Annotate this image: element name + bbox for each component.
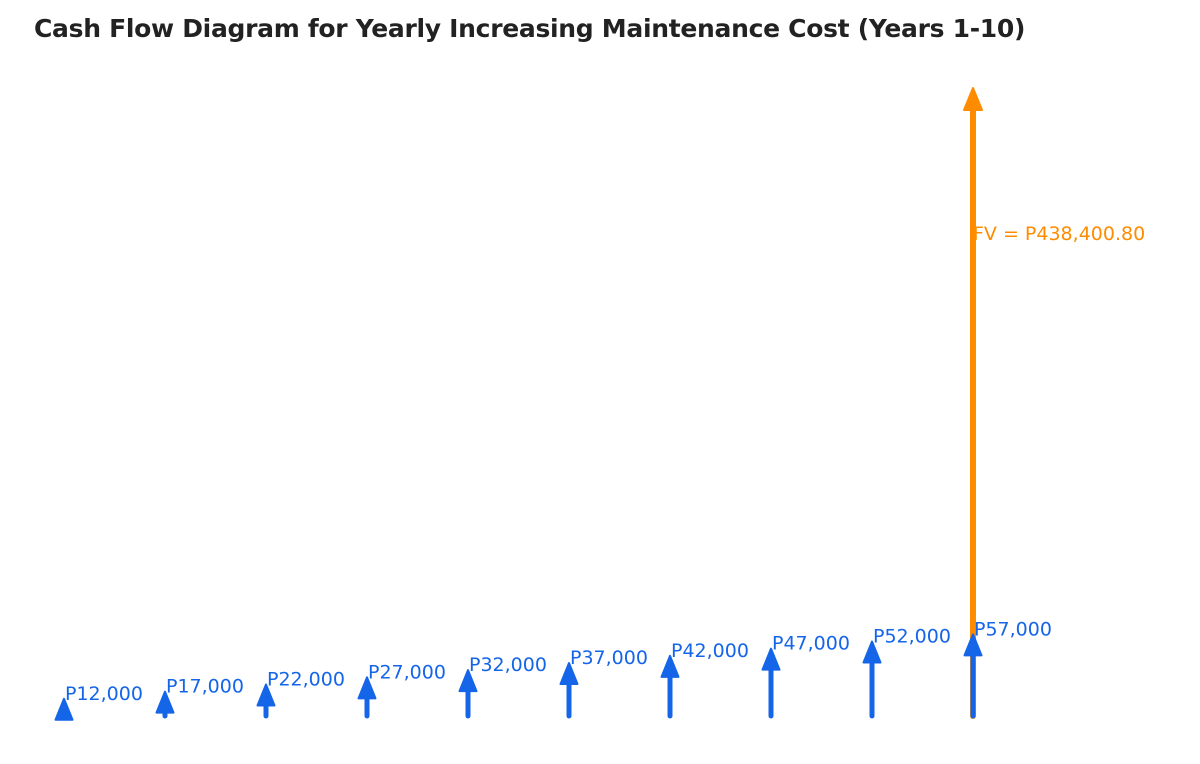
chart-title: Cash Flow Diagram for Yearly Increasing … <box>34 14 1026 43</box>
cash-flow-label-year-2: P17,000 <box>166 676 244 698</box>
cash-flow-label-year-7: P42,000 <box>671 640 749 662</box>
cash-flow-arrow-year-6-head <box>559 661 579 685</box>
cash-flow-label-year-10: P57,000 <box>974 618 1052 640</box>
cash-flow-label-year-4: P27,000 <box>368 661 446 683</box>
cash-flow-arrow-year-2-head <box>155 690 175 714</box>
cash-flow-arrow-year-8-head <box>761 647 781 671</box>
cash-flow-arrow-year-9-head <box>862 640 882 664</box>
cash-flow-label-year-1: P12,000 <box>65 683 143 705</box>
cash-flow-arrow-year-10-head <box>963 633 983 657</box>
cash-flow-label-year-5: P32,000 <box>469 654 547 676</box>
cash-flow-label-year-3: P22,000 <box>267 668 345 690</box>
cash-flow-arrow-year-1-head <box>54 697 74 721</box>
cash-flow-label-year-9: P52,000 <box>873 626 951 648</box>
cash-flow-label-year-6: P37,000 <box>570 647 648 669</box>
cash-flow-arrow-year-4-head <box>357 676 377 700</box>
cash-flow-label-year-8: P47,000 <box>772 633 850 655</box>
cash-flow-arrow-year-3-head <box>256 683 276 707</box>
future-value-arrow-head <box>963 87 983 111</box>
future-value-label: FV = P438,400.80 <box>973 223 1145 245</box>
cash-flow-arrow-year-5-head <box>458 669 478 693</box>
cash-flow-arrow-year-7-head <box>660 654 680 678</box>
